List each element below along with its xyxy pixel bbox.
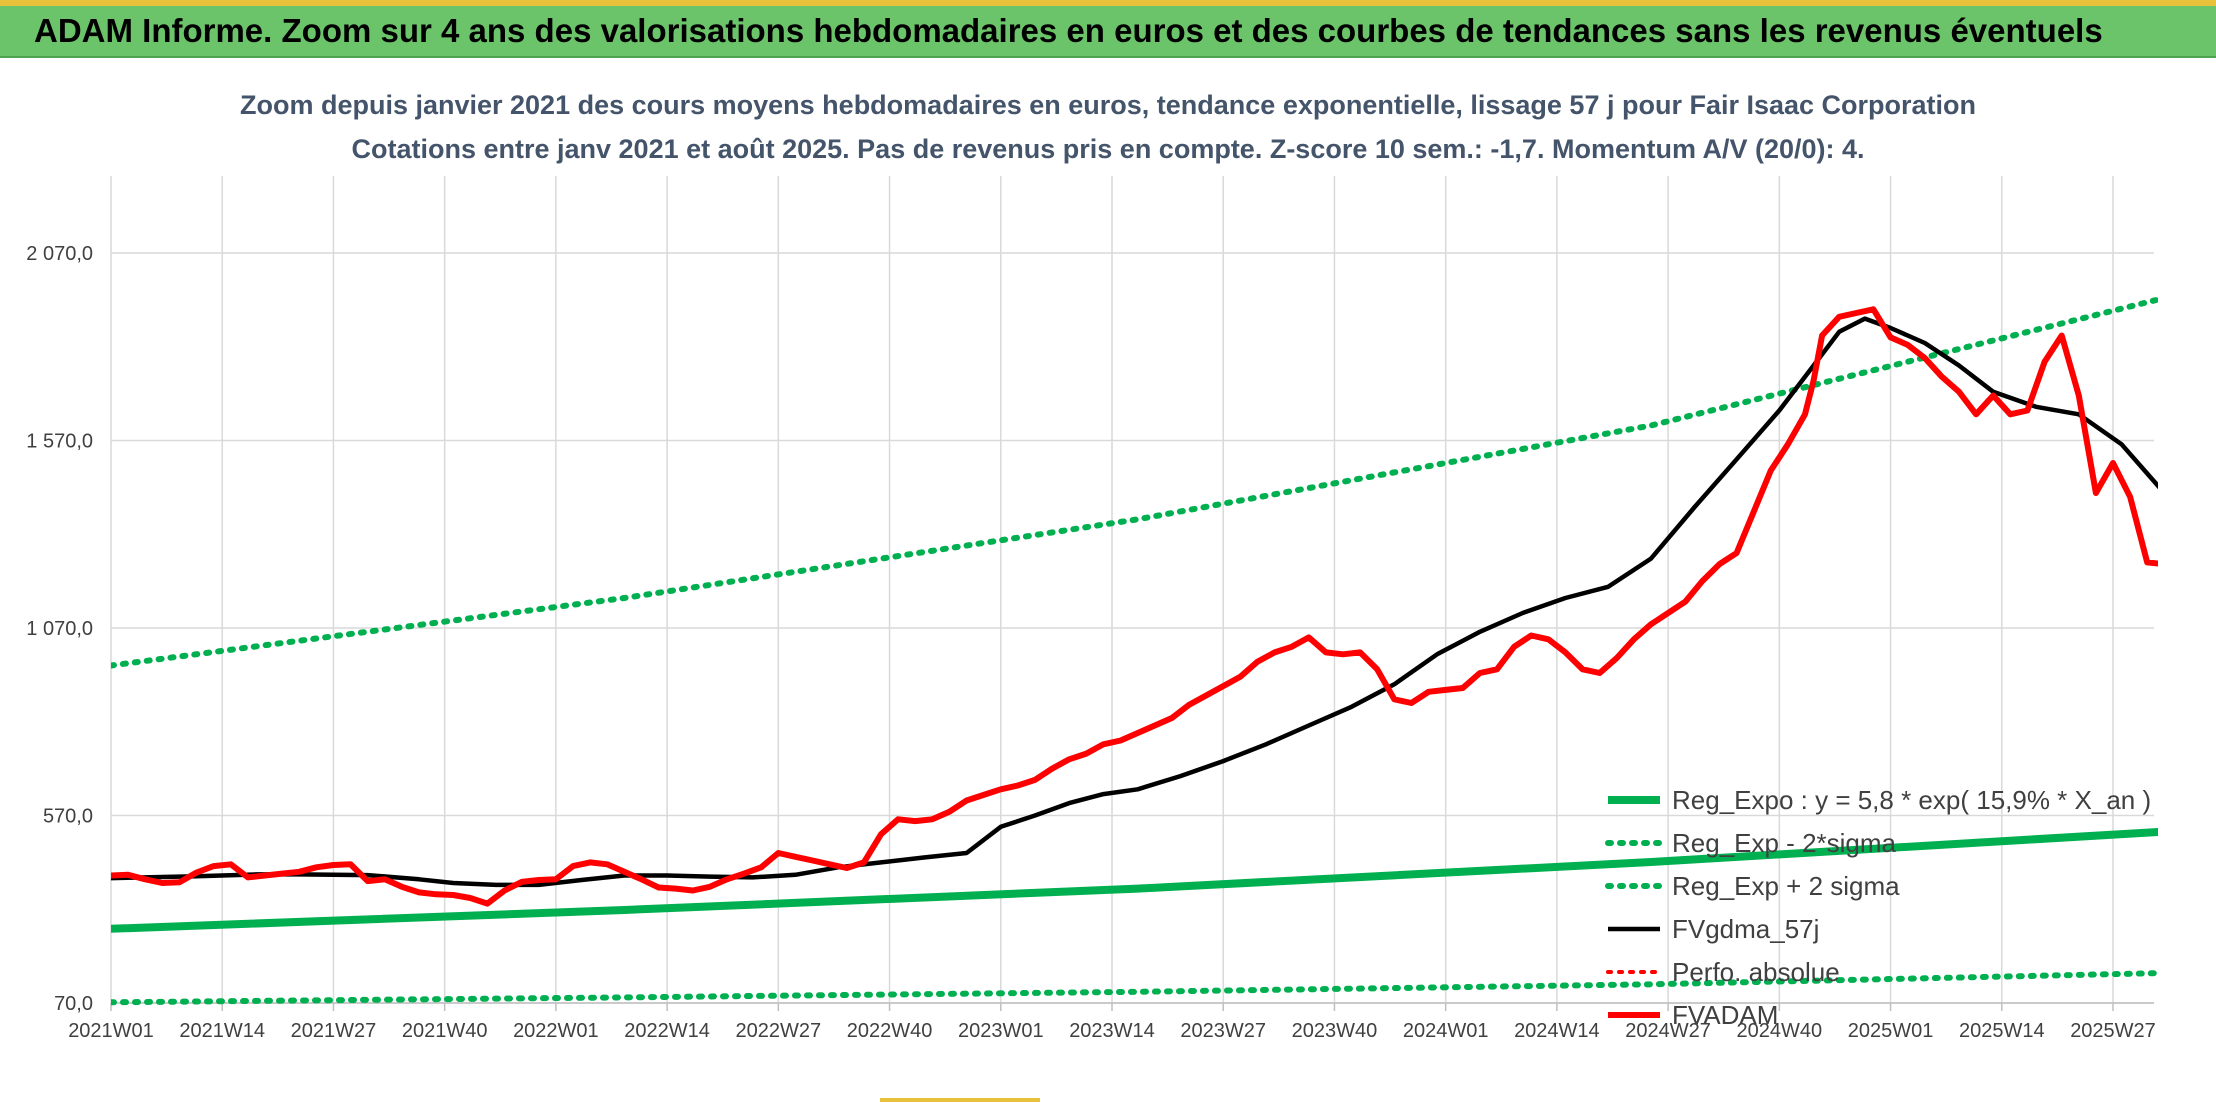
grid-layer: [110, 176, 2154, 1004]
x-tick-label: 2024W01: [1403, 1020, 1489, 1042]
axis-layer: 70,0 570,0 1 070,0 1 570,0 2 070,0 2021W01 202…: [26, 243, 2156, 1042]
x-tick-label: 2025W27: [2070, 1020, 2156, 1042]
y-tick-label: 2 070,0: [26, 243, 93, 265]
series-line-dotted-green: [111, 296, 2158, 669]
x-tick-label: 2024W14: [1514, 1020, 1600, 1042]
x-tick-label: 2025W01: [1848, 1020, 1934, 1042]
chart-area: Zoom depuis janvier 2021 des cours moyen…: [0, 58, 2216, 1102]
report-title: ADAM Informe. Zoom sur 4 ans des valoris…: [34, 12, 2103, 49]
series-line-solid-red: [111, 306, 2158, 907]
report-banner: ADAM Informe. Zoom sur 4 ans des valoris…: [0, 6, 2216, 58]
legend: Reg_Expo : y = 5,8 * exp( 15,9% * X_an )…: [1605, 785, 2151, 1030]
x-tick-label: 2022W14: [624, 1020, 710, 1042]
y-tick-label: 570,0: [43, 806, 93, 828]
legend-entry-label: FVADAM: [1672, 1000, 1778, 1030]
chart-plot: 70,0 570,0 1 070,0 1 570,0 2 070,0 2021W01 202…: [26, 176, 2158, 1042]
x-tick-label: 2023W27: [1180, 1020, 1266, 1042]
y-tick-label: 1 570,0: [26, 431, 93, 453]
frame-top-border: [0, 0, 2216, 6]
series-line-solid-black: [111, 316, 2158, 888]
legend-entry-label: Perfo. absolue: [1672, 957, 1840, 987]
series-layer: [111, 296, 2158, 1006]
x-tick-label: 2021W27: [291, 1020, 377, 1042]
legend-entry-label: Reg_Exp - 2*sigma: [1672, 828, 1897, 858]
x-tick-label: 2022W27: [736, 1020, 822, 1042]
series-line-solid-green: [111, 827, 2158, 933]
legend-entry-label: FVgdma_57j: [1672, 914, 1819, 944]
x-tick-label: 2023W14: [1069, 1020, 1155, 1042]
x-tick-label: 2024W27: [1625, 1020, 1711, 1042]
chart-subtitle: Cotations entre janv 2021 et août 2025. …: [351, 134, 1865, 164]
x-tick-label: 2025W14: [1959, 1020, 2045, 1042]
x-tick-label: 2022W40: [847, 1020, 933, 1042]
x-tick-label: 2023W01: [958, 1020, 1044, 1042]
frame-bottom-accent: [880, 1098, 1040, 1102]
y-tick-label: 70,0: [54, 993, 93, 1015]
x-tick-label: 2023W40: [1292, 1020, 1378, 1042]
chart-title: Zoom depuis janvier 2021 des cours moyen…: [239, 90, 1977, 120]
x-tick-label: 2021W14: [179, 1020, 265, 1042]
x-tick-label: 2024W40: [1737, 1020, 1823, 1042]
y-tick-label: 1 070,0: [26, 618, 93, 640]
series-line-dotted-green: [111, 970, 2158, 1006]
legend-entry-label: Reg_Exp + 2 sigma: [1672, 871, 1900, 901]
legend-entry-label: Reg_Expo : y = 5,8 * exp( 15,9% * X_an ): [1672, 785, 2151, 815]
x-tick-label: 2022W01: [513, 1020, 599, 1042]
x-tick-label: 2021W01: [68, 1020, 154, 1042]
x-tick-label: 2021W40: [402, 1020, 488, 1042]
